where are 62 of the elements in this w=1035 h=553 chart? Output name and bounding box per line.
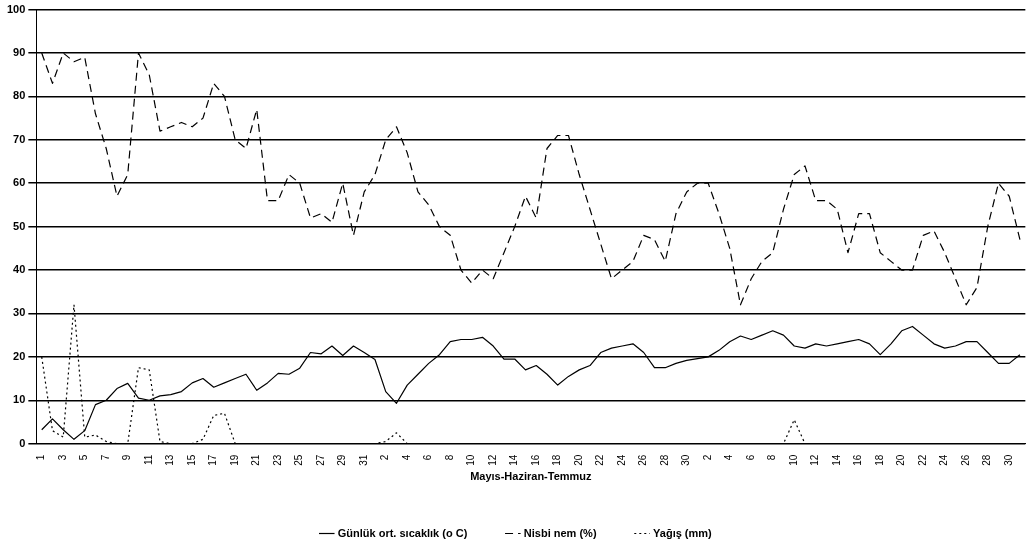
x-tick-label: 20 (572, 454, 584, 466)
x-tick-label: 27 (314, 454, 326, 466)
x-tick-label: 24 (615, 454, 627, 466)
y-tick-label: 0 (19, 436, 26, 449)
y-tick-label: 20 (13, 349, 26, 362)
x-tick-label: 24 (938, 454, 950, 466)
x-tick-label: 28 (658, 454, 670, 466)
y-tick-label: 60 (13, 176, 26, 189)
x-tick-label: 15 (185, 454, 197, 466)
x-tick-label: 2 (379, 454, 391, 461)
x-tick-label: 23 (271, 454, 283, 466)
x-tick-label: 20 (895, 454, 907, 466)
x-tick-label: 9 (121, 454, 133, 461)
y-tick-label: 50 (13, 219, 26, 232)
x-tick-label: 8 (443, 454, 455, 461)
x-tick-label: 4 (400, 454, 412, 461)
y-tick-label: 10 (13, 393, 26, 406)
x-tick-label: 21 (250, 454, 262, 466)
line-series (41, 52, 1021, 306)
x-tick-label: 12 (809, 454, 821, 466)
x-tick-label: 3 (56, 454, 68, 461)
x-tick-label: 2 (701, 454, 713, 461)
legend-label: Günlük ort. sıcaklık (o C) (337, 526, 468, 539)
x-tick-label: 10 (787, 454, 799, 466)
x-tick-label: 18 (873, 454, 885, 466)
x-tick-label: 26 (959, 454, 971, 466)
y-tick-label: 80 (13, 89, 26, 102)
y-tick-label: 30 (13, 306, 26, 319)
x-tick-label: 30 (680, 454, 692, 466)
x-tick-label: 7 (99, 454, 111, 461)
x-tick-label: 19 (228, 454, 240, 466)
x-tick-label: 22 (594, 454, 606, 466)
x-tick-label: 16 (529, 454, 541, 466)
x-tick-label: 14 (830, 454, 842, 466)
x-tick-label: 10 (465, 454, 477, 466)
y-tick-label: 90 (13, 46, 26, 59)
x-tick-label: 4 (723, 454, 735, 461)
x-tick-label: 16 (852, 454, 864, 466)
x-tick-label: 17 (207, 454, 219, 466)
y-tick-label: 70 (13, 132, 26, 145)
y-tick-label: 40 (13, 263, 26, 276)
y-tick-label: 100 (6, 2, 26, 15)
legend-label: Nisbi nem (%) (523, 526, 597, 539)
x-tick-label: 22 (916, 454, 928, 466)
x-tick-label: 31 (357, 454, 369, 466)
x-tick-label: 12 (486, 454, 498, 466)
x-tick-label: 6 (744, 454, 756, 461)
x-tick-label: 26 (637, 454, 649, 466)
x-axis-title: Mayıs-Haziran-Temmuz (470, 470, 593, 483)
x-tick-label: 13 (164, 454, 176, 466)
x-tick-label: 14 (508, 454, 520, 466)
x-tick-label: 30 (1002, 454, 1014, 466)
x-tick-label: 28 (981, 454, 993, 466)
x-tick-label: 8 (766, 454, 778, 461)
x-tick-label: 11 (142, 454, 154, 466)
legend-label: Yağış (mm) (653, 526, 713, 539)
x-tick-label: 1 (35, 454, 47, 461)
x-tick-label: 29 (336, 454, 348, 466)
x-tick-label: 18 (551, 454, 563, 466)
x-tick-label: 25 (293, 454, 305, 466)
x-tick-label: 5 (78, 454, 90, 461)
x-tick-label: 6 (422, 454, 434, 461)
